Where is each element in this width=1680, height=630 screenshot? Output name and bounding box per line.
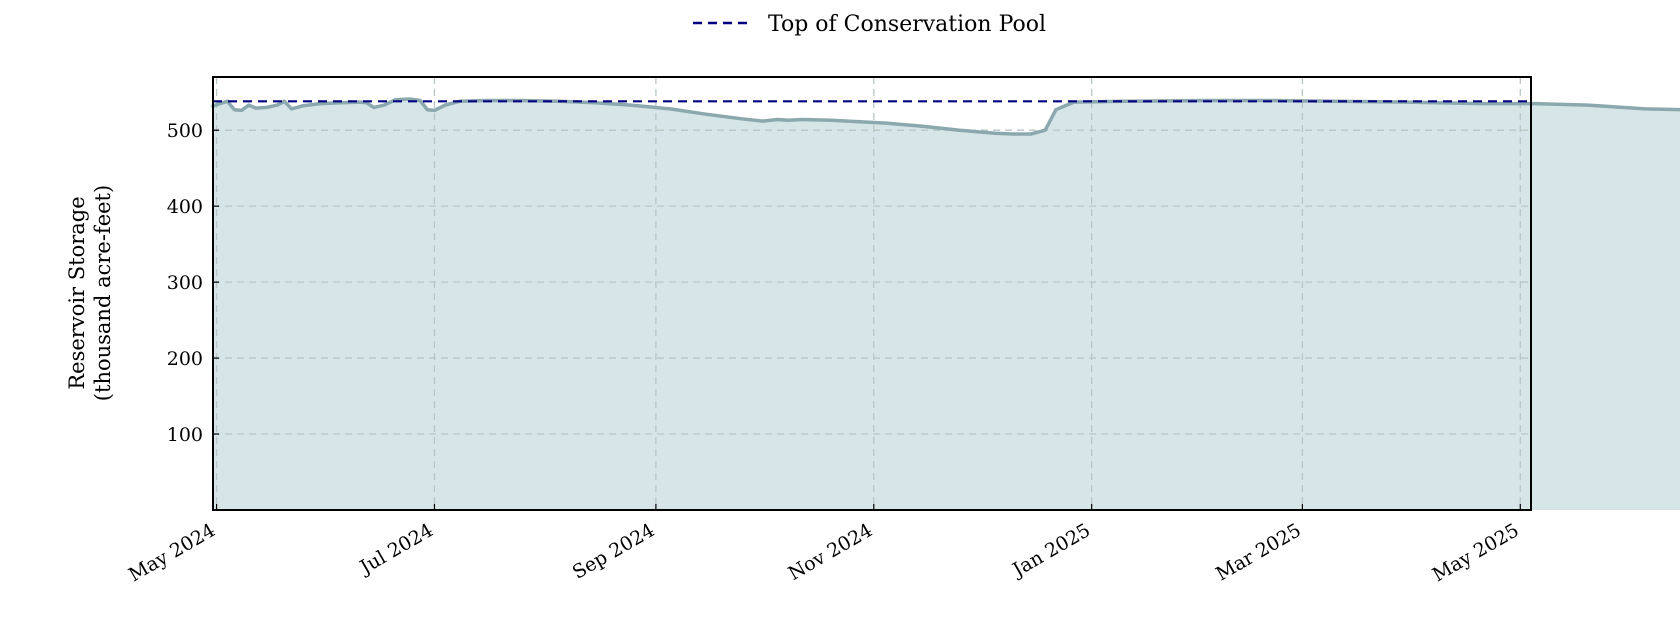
y-tick-label: 100 (167, 424, 203, 446)
y-axis-label-line-2: (thousand acre-feet) (91, 185, 115, 401)
y-tick-label: 200 (167, 348, 203, 370)
series-layer (211, 97, 1680, 136)
x-tick-label: May 2024 (125, 519, 219, 586)
y-axis-label: Reservoir Storage (thousand acre-feet) (65, 185, 115, 401)
y-tick-label: 300 (167, 272, 203, 294)
storage-series-line (211, 97, 1680, 136)
x-tick-label: Sep 2024 (569, 519, 659, 583)
x-tick-label: Jul 2024 (355, 519, 437, 579)
plot-frame (212, 76, 1532, 511)
storage-area-fill (213, 99, 1680, 510)
x-axis: May 2024 Jul 2024 Sep 2024 Nov 2024 Jan 2025… (125, 504, 1523, 586)
x-tick-label: Mar 2025 (1212, 519, 1305, 585)
y-axis-label-line-1: Reservoir Storage (65, 196, 89, 389)
legend-label: Top of Conservation Pool (768, 12, 1046, 37)
x-tick-label: Nov 2024 (785, 519, 877, 585)
y-tick-label: 400 (167, 196, 203, 218)
legend: Top of Conservation Pool (693, 12, 1046, 37)
y-axis: 100 200 300 400 500 (167, 120, 219, 446)
x-tick-label: May 2025 (1429, 519, 1523, 586)
x-tick-label: Jan 2025 (1007, 519, 1094, 582)
gridlines (213, 77, 1531, 510)
storage-area-fill-layer (213, 99, 1680, 510)
y-tick-label: 500 (167, 120, 203, 142)
